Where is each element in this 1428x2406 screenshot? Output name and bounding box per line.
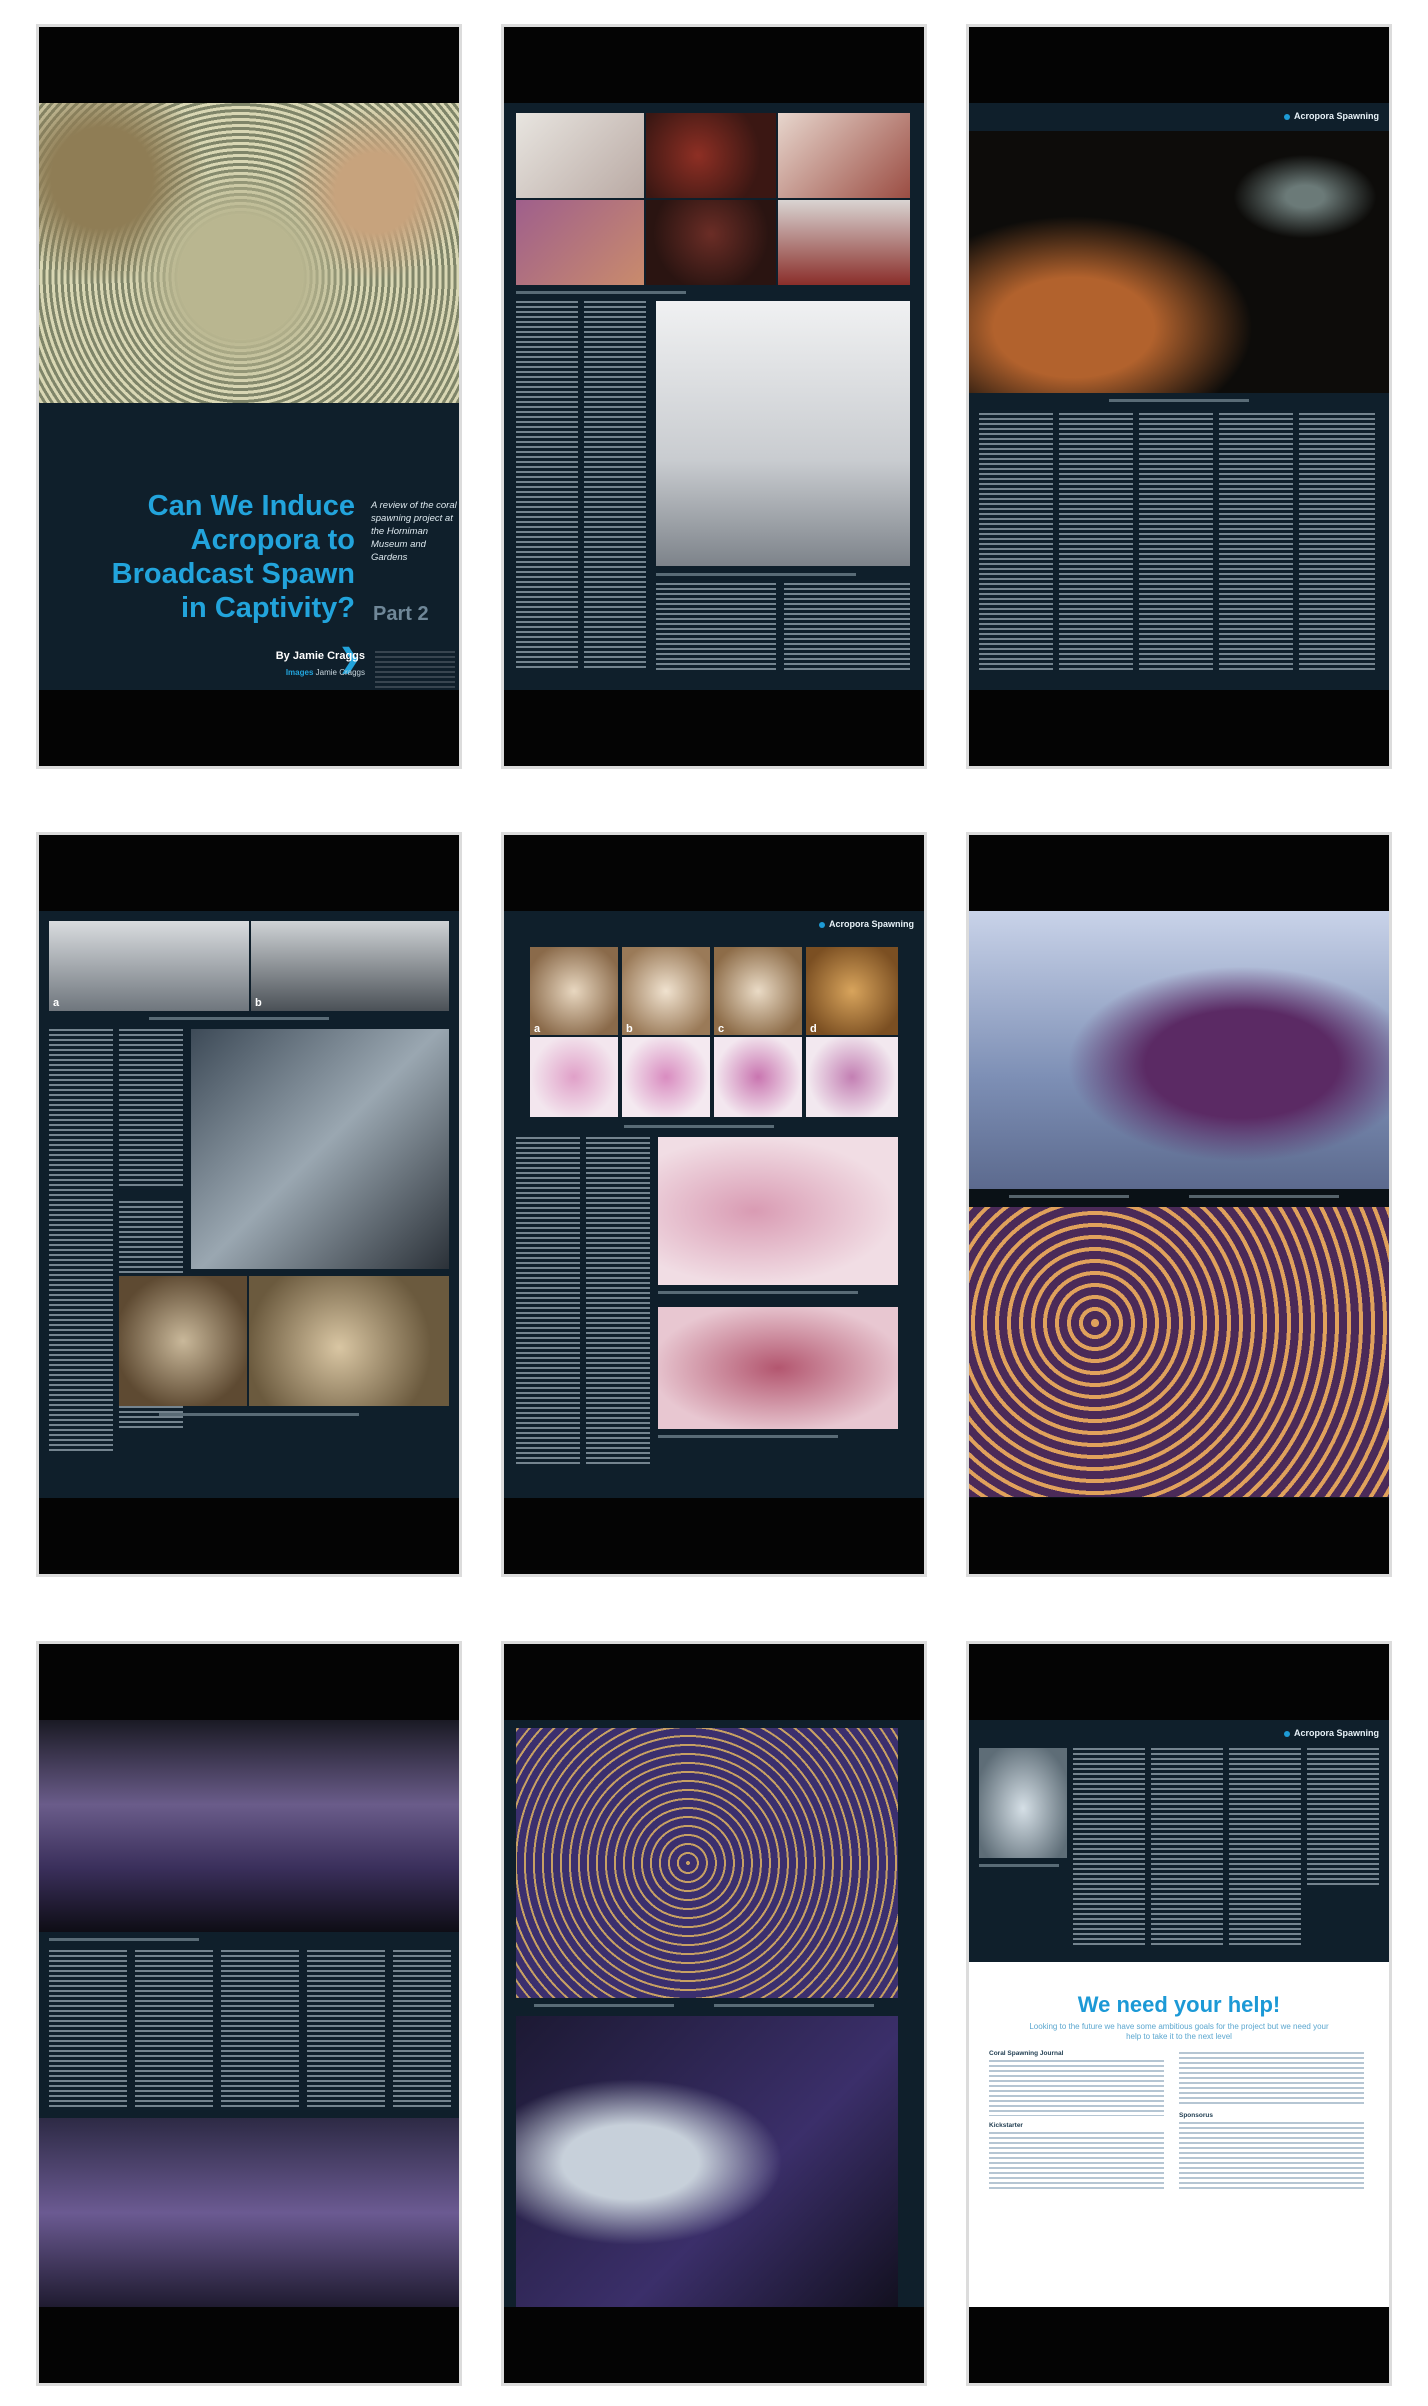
page-thumbnail-3[interactable]: Acropora Spawning xyxy=(966,24,1392,769)
text-column xyxy=(784,583,910,671)
specimen-photo xyxy=(646,113,776,198)
polyp-photo xyxy=(714,947,802,1035)
help-heading: Kickstarter xyxy=(989,2122,1023,2129)
page-3: Acropora Spawning xyxy=(969,103,1389,690)
histology-slide xyxy=(806,1037,898,1117)
figure-letter: c xyxy=(718,1023,725,1035)
facility-photo-b xyxy=(251,921,449,1011)
text-column xyxy=(1299,413,1375,673)
text-column xyxy=(1151,1748,1223,1948)
histology-photo xyxy=(658,1137,898,1285)
byline: By Jamie Craggs xyxy=(275,650,365,662)
figure-letter: a xyxy=(534,1023,541,1035)
figure-letter: b xyxy=(626,1023,633,1035)
page-thumbnail-7[interactable] xyxy=(36,1641,462,2386)
image-credit: Images Jamie Craggs xyxy=(285,668,365,677)
histology-slide xyxy=(622,1037,710,1117)
lab-equipment-photo xyxy=(656,301,910,566)
spawning-coral-photo xyxy=(969,131,1389,393)
text-column xyxy=(49,1950,127,2110)
facility-photo-a xyxy=(49,921,249,1011)
aquarium-tray-photo xyxy=(969,911,1389,1189)
help-text xyxy=(989,2060,1164,2116)
text-column xyxy=(1307,1748,1379,1888)
page-1: Can We Induce Acropora to Broadcast Spaw… xyxy=(39,103,459,690)
coral-tank-photo xyxy=(39,2118,459,2307)
spawning-photo xyxy=(516,1728,898,1998)
egg-collection-photo xyxy=(516,2016,898,2307)
text-column xyxy=(586,1137,650,1467)
page-5: Acropora Spawning a b c d xyxy=(504,911,924,1498)
text-column xyxy=(307,1950,385,2110)
text-column xyxy=(119,1029,183,1189)
equipment-photo xyxy=(191,1029,449,1269)
polyp-photo xyxy=(806,947,898,1035)
figure-letter: d xyxy=(810,1023,817,1035)
coral-tank-photo xyxy=(39,1720,459,1932)
specimen-photo xyxy=(516,113,644,198)
help-heading: Coral Spawning Journal xyxy=(989,2050,1064,2057)
page-thumbnail-1[interactable]: Can We Induce Acropora to Broadcast Spaw… xyxy=(36,24,462,769)
help-text xyxy=(1179,2052,1364,2104)
help-subtitle: Looking to the future we have some ambit… xyxy=(1029,2022,1329,2041)
page-9: Acropora Spawning We need your help! Loo… xyxy=(969,1720,1389,2307)
page-7 xyxy=(39,1720,459,2307)
text-column xyxy=(49,1029,113,1454)
section-header: Acropora Spawning xyxy=(1283,111,1379,121)
text-column xyxy=(1229,1748,1301,1948)
text-column xyxy=(516,1137,580,1467)
histology-slide xyxy=(530,1037,618,1117)
text-column xyxy=(1219,413,1293,673)
figure-letter: b xyxy=(255,997,262,1009)
page-thumbnail-2[interactable] xyxy=(501,24,927,769)
page-thumbnail-6[interactable] xyxy=(966,832,1392,1577)
text-column xyxy=(584,301,646,671)
text-column xyxy=(135,1950,213,2110)
page-6 xyxy=(969,911,1389,1498)
text-column xyxy=(221,1950,299,2110)
section-header: Acropora Spawning xyxy=(818,919,914,929)
page-thumbnail-5[interactable]: Acropora Spawning a b c d xyxy=(501,832,927,1577)
chevron-right-icon: ❯ xyxy=(339,643,361,673)
figure-letter: a xyxy=(53,997,60,1009)
specimen-photo xyxy=(778,200,910,285)
page-thumbnail-4[interactable]: a b xyxy=(36,832,462,1577)
coral-polyps-photo xyxy=(969,1207,1389,1497)
text-column xyxy=(656,583,776,671)
help-heading: Sponsorus xyxy=(1179,2112,1213,2119)
polyp-photo xyxy=(530,947,618,1035)
coral-photo-right xyxy=(249,1276,449,1406)
histology-photo xyxy=(658,1307,898,1429)
page-thumbnail-8[interactable] xyxy=(501,1641,927,2386)
coral-photo xyxy=(39,103,459,403)
text-column xyxy=(1059,413,1133,673)
article-dek: A review of the coral spawning project a… xyxy=(371,500,457,563)
help-title: We need your help! xyxy=(1077,1992,1281,2017)
page-2 xyxy=(504,103,924,690)
specimen-photo xyxy=(516,200,644,285)
beaker-photo xyxy=(979,1748,1067,1858)
specimen-photo xyxy=(646,200,776,285)
page-8 xyxy=(504,1720,924,2307)
text-column xyxy=(516,301,578,671)
text-column xyxy=(979,413,1053,673)
text-column xyxy=(375,651,455,690)
text-column xyxy=(393,1950,451,2110)
help-text xyxy=(989,2132,1164,2192)
article-title: Can We Induce Acropora to Broadcast Spaw… xyxy=(111,490,355,624)
specimen-photo xyxy=(778,113,910,198)
text-column xyxy=(1073,1748,1145,1948)
page-thumbnail-9[interactable]: Acropora Spawning We need your help! Loo… xyxy=(966,1641,1392,2386)
histology-slide xyxy=(714,1037,802,1117)
page-4: a b xyxy=(39,911,459,1498)
part-label: Part 2 xyxy=(373,603,429,625)
text-column xyxy=(1139,413,1213,673)
coral-photo-left xyxy=(119,1276,247,1406)
help-text xyxy=(1179,2122,1364,2192)
polyp-photo xyxy=(622,947,710,1035)
section-header: Acropora Spawning xyxy=(1283,1728,1379,1738)
